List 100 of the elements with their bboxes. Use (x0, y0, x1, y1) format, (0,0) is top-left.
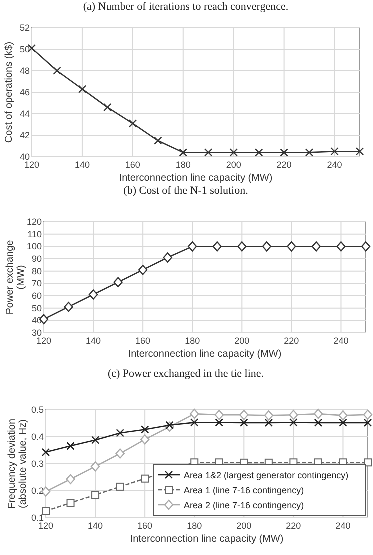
text: (a) Number of iterations to reach convergence. (83, 1, 289, 13)
point (264, 418, 274, 428)
x-tick-label: 160 (136, 336, 151, 346)
x-tick-label: 140 (86, 336, 102, 346)
x-axis-title: Interconnection line capacity (MW) (119, 173, 273, 184)
x-tick-label: 180 (187, 521, 202, 531)
point (287, 242, 296, 252)
x-tick-label: 220 (286, 521, 302, 531)
y-tick-label: 0.4 (31, 432, 44, 442)
point (64, 302, 74, 312)
x-tick-label: 220 (284, 336, 300, 346)
point (361, 242, 371, 252)
point (66, 442, 75, 450)
point (240, 418, 248, 428)
x-tick-label: 200 (236, 521, 252, 531)
point (116, 482, 124, 491)
point (264, 410, 274, 421)
point (53, 66, 62, 76)
x-tick-label: 240 (334, 336, 349, 346)
point (215, 418, 224, 427)
point (104, 103, 112, 112)
point (90, 462, 100, 472)
y-tick-label: 50 (20, 44, 30, 54)
x-tick-label: 160 (125, 160, 140, 170)
y-tick-label: 40 (20, 152, 30, 162)
point (188, 242, 198, 252)
point (88, 290, 98, 300)
point (339, 418, 348, 428)
point (116, 429, 124, 438)
point (336, 242, 346, 252)
point (42, 507, 50, 516)
point (114, 277, 123, 288)
y-tick-label: 30 (32, 328, 42, 338)
y-tick-label: 0.3 (31, 459, 44, 469)
y-tick-label: 0.1 (31, 513, 44, 523)
point (338, 410, 348, 421)
point (204, 148, 213, 157)
point (128, 120, 138, 128)
point (116, 448, 125, 459)
point (230, 148, 238, 157)
point (280, 148, 288, 157)
point (289, 410, 298, 420)
point (91, 436, 100, 444)
point (214, 410, 224, 420)
y-tick-label: 0.2 (31, 486, 44, 496)
x-tick-label: 220 (276, 160, 292, 170)
y-tick-label: 44 (20, 109, 30, 119)
point (78, 85, 87, 94)
point (254, 148, 264, 157)
point (92, 491, 100, 500)
point (140, 434, 150, 445)
x-tick-label: 200 (226, 160, 242, 170)
legend-label: Area 1 (line 7-16 contingency) (184, 486, 304, 496)
point (66, 499, 75, 508)
point (154, 136, 162, 145)
x-tick-label: 240 (336, 521, 351, 531)
x-axis-title: Interconnection line capacity (MW) (128, 349, 282, 360)
point (140, 426, 150, 434)
y-tick-label: 120 (26, 217, 42, 227)
point (364, 418, 372, 428)
y-tick-label: 70 (32, 278, 42, 289)
point (363, 410, 373, 420)
y-tick-label: 50 (32, 303, 42, 314)
y-tick-label: 80 (32, 266, 42, 276)
x-tick-label: 200 (234, 336, 250, 346)
point (314, 408, 324, 420)
point (314, 418, 323, 428)
y-axis-title: Cost of operations (k$) (4, 42, 15, 144)
y-tick-label: 48 (20, 66, 30, 76)
point (364, 458, 372, 467)
point (163, 252, 172, 263)
x-tick-label: 180 (185, 336, 200, 346)
legend-label: Area 2 (line 7-16 contingency) (184, 500, 304, 510)
point (141, 474, 150, 483)
point (262, 242, 272, 252)
x-axis-title: Interconnection line capacity (MW) (130, 534, 284, 545)
point (42, 448, 50, 456)
y-tick-label: 110 (28, 229, 42, 240)
point (190, 418, 199, 427)
point (330, 148, 339, 156)
y-axis-title: Power exchange (MW) (5, 240, 27, 315)
y-tick-label: 42 (20, 130, 30, 140)
point (166, 421, 174, 430)
y-tick-label: 46 (20, 88, 30, 98)
point (312, 242, 322, 252)
y-tick-label: 0.5 (31, 405, 44, 415)
y-axis-title: Frequency deviation (absolute value, Hz) (7, 418, 29, 510)
point (212, 242, 222, 252)
point (238, 242, 247, 252)
y-tick-label: 90 (32, 254, 42, 264)
point (66, 474, 76, 484)
y-tick-label: 100 (26, 242, 42, 252)
x-tick-label: 140 (74, 160, 90, 170)
x-tick-label: 180 (176, 160, 191, 170)
x-tick-label: 140 (88, 521, 104, 531)
text: (c) Power exchanged in the tie line. (108, 368, 264, 380)
point (179, 148, 188, 157)
x-tick-label: 240 (327, 160, 342, 170)
x-tick-label: 160 (138, 521, 153, 531)
legend-label: Area 1&2 (largest generator contingency) (184, 470, 349, 480)
